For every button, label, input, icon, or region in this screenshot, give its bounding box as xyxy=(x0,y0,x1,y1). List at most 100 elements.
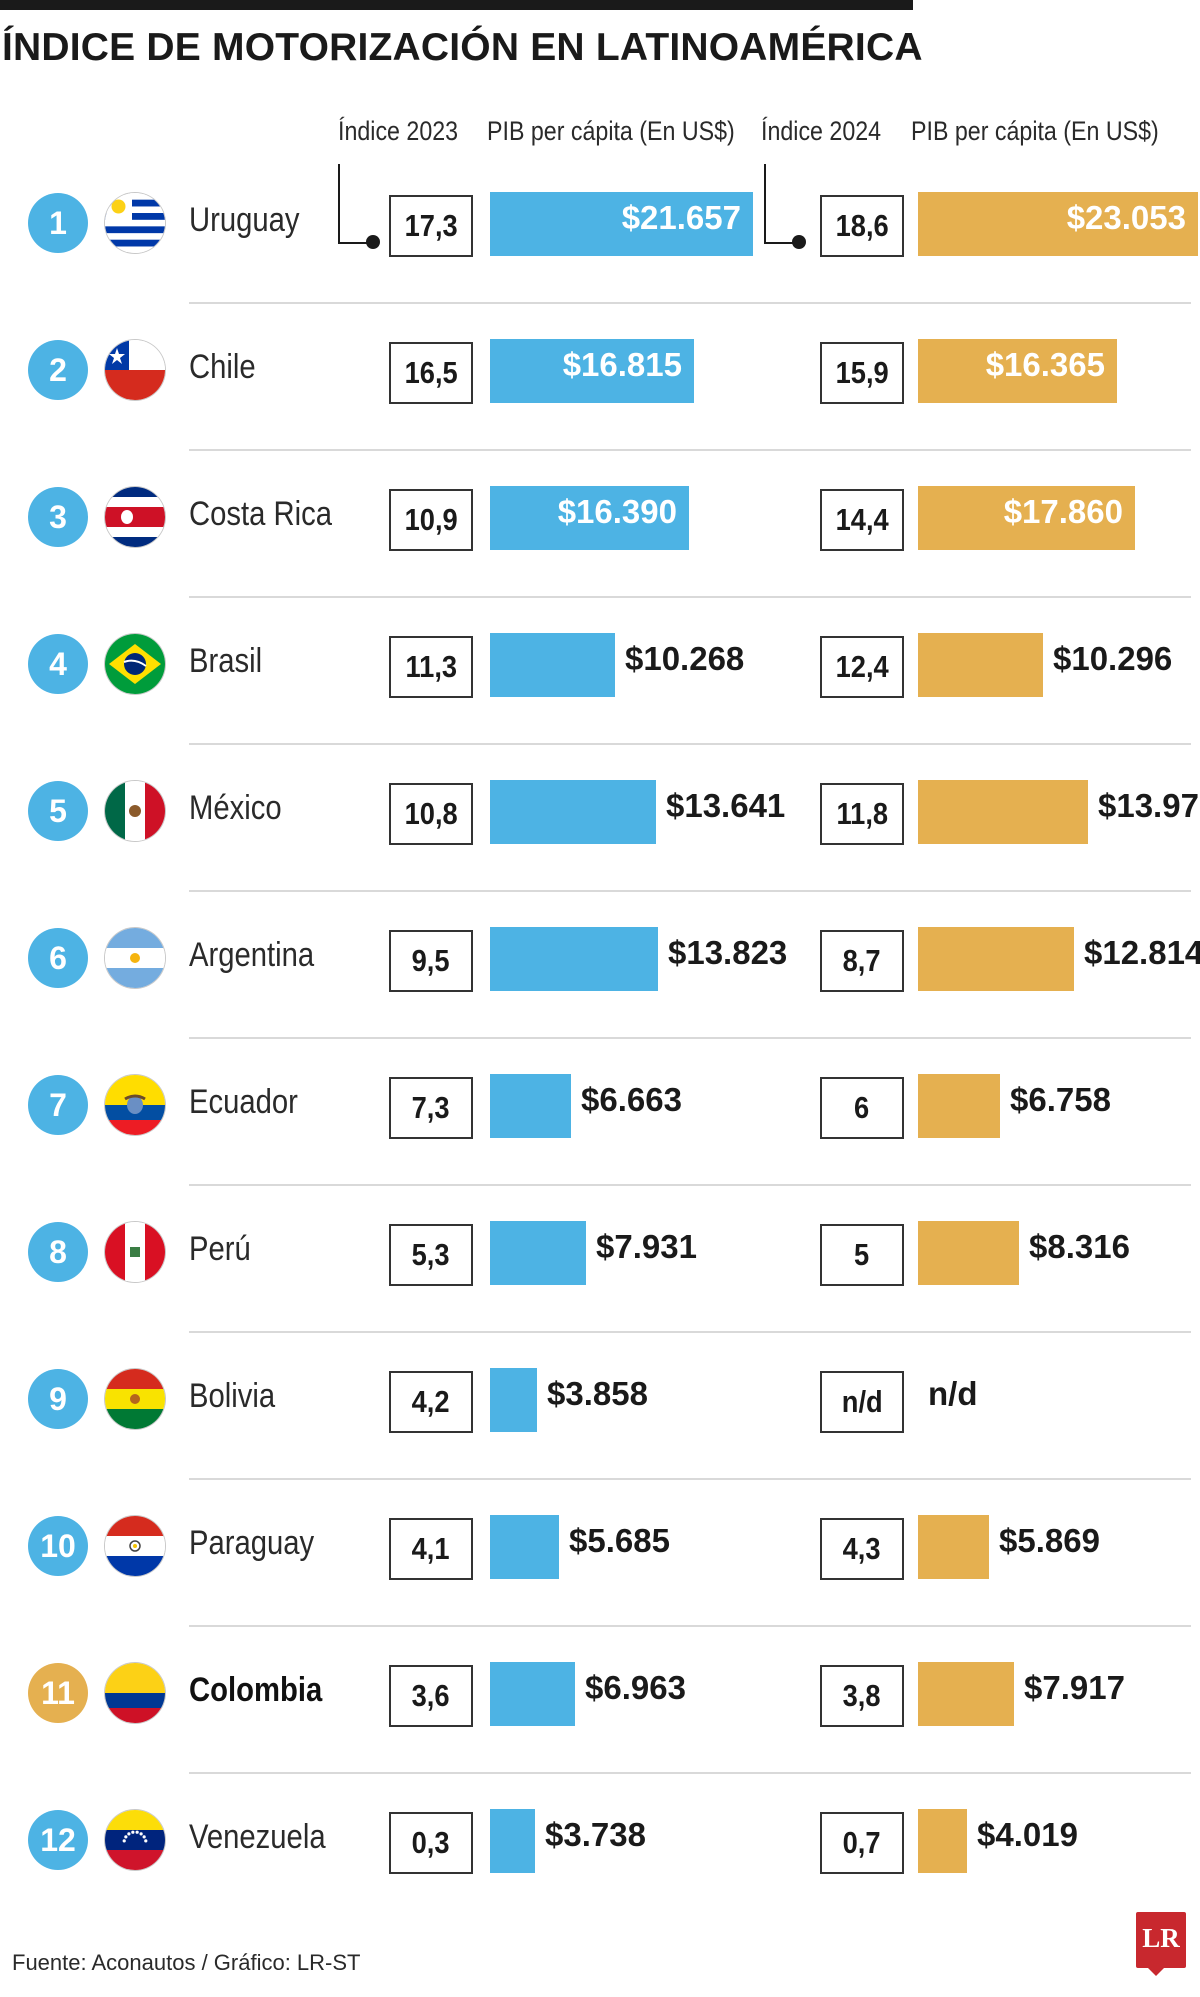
country-name: Ecuador xyxy=(189,1083,298,1121)
gdp-2023-bar xyxy=(490,1074,571,1138)
table-row: 12 Venezuela 0,3 $3.738 0,7 $4.019 xyxy=(0,1772,1200,1918)
index-2023-value: 10,8 xyxy=(389,783,473,845)
gdp-2024-bar xyxy=(918,1809,967,1873)
header-gdp-2023: PIB per cápita (En US$) xyxy=(487,116,735,146)
index-2023-value: 4,2 xyxy=(389,1371,473,1433)
gdp-2024-value-label: $23.053 xyxy=(1066,199,1186,236)
country-name: Uruguay xyxy=(189,201,300,239)
row-separator xyxy=(189,1331,1191,1333)
gdp-2024-bar xyxy=(918,1221,1019,1285)
index-2024-value: 0,7 xyxy=(820,1812,904,1874)
index-2024-text: 15,9 xyxy=(835,355,889,390)
index-2024-value: 6 xyxy=(820,1077,904,1139)
index-2023-text: 16,5 xyxy=(404,355,458,390)
gdp-2023-bar xyxy=(490,486,689,550)
index-2023-value: 17,3 xyxy=(389,195,473,257)
rank-badge: 6 xyxy=(28,928,88,988)
gdp-2023-value-label: $16.390 xyxy=(557,493,677,530)
index-2023-value: 10,9 xyxy=(389,489,473,551)
gdp-2024-bar xyxy=(918,1515,989,1579)
row-separator xyxy=(189,1037,1191,1039)
index-2024-value: 12,4 xyxy=(820,636,904,698)
index-2024-text: n/d xyxy=(841,1384,883,1419)
rank-badge: 12 xyxy=(28,1810,88,1870)
gdp-2023-bar xyxy=(490,633,615,697)
country-name: Venezuela xyxy=(189,1818,326,1856)
gdp-2023-value-label: $3.858 xyxy=(547,1375,648,1412)
table-row: 4 Brasil 11,3 $10.268 12,4 $10.296 xyxy=(0,596,1200,742)
index-2024-text: 5 xyxy=(854,1237,870,1272)
gdp-2024-bar xyxy=(918,780,1088,844)
gdp-2024-bar xyxy=(918,927,1074,991)
gdp-2023-value-label: $16.815 xyxy=(562,346,682,383)
index-2024-text: 6 xyxy=(854,1090,870,1125)
costa-rica-flag-icon xyxy=(105,487,165,547)
index-2023-text: 10,8 xyxy=(404,796,458,831)
index-2023-value: 7,3 xyxy=(389,1077,473,1139)
index-2023-text: 5,3 xyxy=(412,1237,450,1272)
top-rule xyxy=(0,0,913,10)
header-index-2024: Índice 2024 xyxy=(761,116,882,146)
index-2023-value: 4,1 xyxy=(389,1518,473,1580)
page-title: ÍNDICE DE MOTORIZACIÓN EN LATINOAMÉRICA xyxy=(2,26,923,69)
index-2023-text: 4,1 xyxy=(412,1531,450,1566)
country-name: Perú xyxy=(189,1230,251,1268)
rank-badge: 1 xyxy=(28,193,88,253)
brazil-flag-icon xyxy=(105,634,165,694)
uruguay-flag-icon xyxy=(105,193,165,253)
gdp-2023-bar xyxy=(490,1221,586,1285)
header-connector-2024 xyxy=(764,164,798,244)
index-2024-value: 4,3 xyxy=(820,1518,904,1580)
gdp-2023-value-label: $6.963 xyxy=(585,1669,686,1706)
index-2024-text: 11,8 xyxy=(836,796,888,831)
source-note: Fuente: Aconautos / Gráfico: LR-ST xyxy=(12,1950,361,1975)
gdp-2024-value-label: $13.971 xyxy=(1098,787,1200,824)
row-separator xyxy=(189,302,1191,304)
rank-badge: 9 xyxy=(28,1369,88,1429)
rank-badge: 8 xyxy=(28,1222,88,1282)
country-name: Brasil xyxy=(189,642,263,680)
gdp-2023-value-label: $7.931 xyxy=(596,1228,697,1265)
gdp-2023-value-label: $5.685 xyxy=(569,1522,670,1559)
ecuador-flag-icon xyxy=(105,1075,165,1135)
gdp-2024-bar xyxy=(918,486,1135,550)
gdp-2024-bar xyxy=(918,1074,1000,1138)
index-2024-value: 3,8 xyxy=(820,1665,904,1727)
index-2023-value: 11,3 xyxy=(389,636,473,698)
gdp-2023-bar xyxy=(490,1368,537,1432)
index-2023-value: 3,6 xyxy=(389,1665,473,1727)
row-separator xyxy=(189,1478,1191,1480)
gdp-2023-value-label: $3.738 xyxy=(545,1816,646,1853)
index-2023-text: 11,3 xyxy=(405,649,457,684)
lr-logo: LR xyxy=(1136,1912,1186,1968)
country-name: Argentina xyxy=(189,936,315,974)
index-2024-value: 5 xyxy=(820,1224,904,1286)
gdp-2023-bar xyxy=(490,339,694,403)
gdp-2023-bar xyxy=(490,927,658,991)
gdp-2024-value-label: $4.019 xyxy=(977,1816,1078,1853)
index-2023-text: 4,2 xyxy=(412,1384,450,1419)
table-row: 7 Ecuador 7,3 $6.663 6 $6.758 xyxy=(0,1037,1200,1183)
table-row: 9 Bolivia 4,2 $3.858 n/d n/d xyxy=(0,1331,1200,1477)
row-separator xyxy=(189,449,1191,451)
rank-badge: 3 xyxy=(28,487,88,547)
index-2024-value: n/d xyxy=(820,1371,904,1433)
bolivia-flag-icon xyxy=(105,1369,165,1429)
country-name: Paraguay xyxy=(189,1524,315,1562)
index-2024-text: 12,4 xyxy=(835,649,889,684)
header-connector-2023 xyxy=(338,164,372,244)
index-2023-value: 9,5 xyxy=(389,930,473,992)
index-2024-text: 8,7 xyxy=(843,943,881,978)
gdp-2023-bar xyxy=(490,192,753,256)
table-row: 1 Uruguay 17,3 $21.657 18,6 $23.053 xyxy=(0,155,1200,301)
index-2024-text: 3,8 xyxy=(843,1678,881,1713)
index-2024-text: 0,7 xyxy=(843,1825,881,1860)
table-row: 5 México 10,8 $13.641 11,8 $13.971 xyxy=(0,743,1200,889)
gdp-2023-value-label: $10.268 xyxy=(625,640,745,677)
colombia-flag-icon xyxy=(105,1663,165,1723)
country-name: México xyxy=(189,789,282,827)
index-2023-text: 10,9 xyxy=(404,502,458,537)
header-connector-dot-2024 xyxy=(792,235,806,249)
index-2023-text: 7,3 xyxy=(412,1090,450,1125)
index-2023-text: 3,6 xyxy=(412,1678,450,1713)
